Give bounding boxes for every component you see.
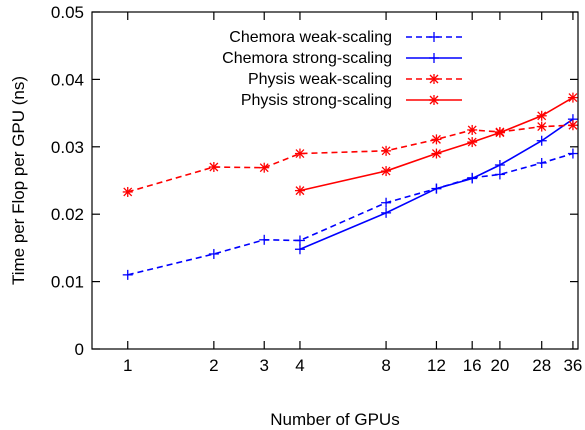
x-tick-label: 8 — [381, 356, 390, 375]
data-point-chemora-weak-scaling — [122, 269, 133, 280]
data-point-chemora-strong-scaling — [381, 207, 392, 218]
data-point-physis-weak-scaling — [536, 121, 547, 132]
legend-label: Chemora strong-scaling — [222, 50, 392, 67]
data-point-physis-strong-scaling — [431, 148, 442, 159]
y-tick-label: 0.04 — [51, 70, 84, 89]
data-point-chemora-weak-scaling — [536, 157, 547, 168]
x-axis-title: Number of GPUs — [270, 410, 399, 429]
data-point-chemora-weak-scaling — [259, 234, 270, 245]
data-point-physis-strong-scaling — [494, 127, 505, 138]
data-point-chemora-weak-scaling — [567, 148, 578, 159]
y-tick-label: 0.05 — [51, 3, 84, 22]
data-point-physis-weak-scaling — [381, 145, 392, 156]
y-tick-label: 0 — [75, 340, 84, 359]
data-point-physis-weak-scaling — [467, 124, 478, 135]
legend-label: Physis weak-scaling — [248, 71, 392, 88]
data-point-physis-weak-scaling — [294, 148, 305, 159]
legend-marker — [429, 74, 439, 84]
axis-ticks — [92, 11, 578, 350]
data-point-chemora-weak-scaling — [381, 197, 392, 208]
data-point-chemora-strong-scaling — [294, 244, 305, 255]
data-point-chemora-strong-scaling — [467, 173, 478, 184]
legend-item: Physis weak-scaling — [248, 71, 462, 88]
x-axis-tick-labels: 1 2 3 4 8 12 16 20 28 36 — [123, 356, 582, 375]
legend: Chemora weak-scaling Chemora strong-scali… — [222, 29, 462, 109]
x-tick-label: 20 — [490, 356, 509, 375]
y-axis-title: Time per Flop per GPU (ns) — [9, 76, 28, 285]
data-point-chemora-weak-scaling — [494, 169, 505, 180]
plot-series — [122, 92, 578, 280]
series-line-chemora-weak-scaling — [127, 152, 574, 276]
data-point-physis-weak-scaling — [431, 134, 442, 145]
y-axis-tick-labels: 0 0.01 0.02 0.03 0.04 0.05 — [51, 3, 84, 359]
data-point-physis-strong-scaling — [536, 110, 547, 121]
legend-item: Chemora weak-scaling — [229, 29, 462, 46]
legend-label: Physis strong-scaling — [241, 92, 392, 109]
data-point-physis-weak-scaling — [259, 162, 270, 173]
y-tick-label: 0.01 — [51, 273, 84, 292]
y-tick-label: 0.03 — [51, 138, 84, 157]
x-tick-label: 36 — [563, 356, 582, 375]
x-tick-label: 16 — [463, 356, 482, 375]
x-tick-label: 2 — [209, 356, 218, 375]
data-point-physis-strong-scaling — [294, 185, 305, 196]
data-point-physis-strong-scaling — [381, 166, 392, 177]
x-tick-label: 3 — [259, 356, 268, 375]
plot-frame — [91, 11, 579, 350]
data-point-physis-weak-scaling — [122, 186, 133, 197]
data-point-physis-weak-scaling — [567, 120, 578, 131]
legend-item: Chemora strong-scaling — [222, 50, 462, 67]
y-tick-label: 0.02 — [51, 205, 84, 224]
data-point-physis-strong-scaling — [567, 92, 578, 103]
x-tick-label: 1 — [123, 356, 132, 375]
legend-marker — [429, 32, 439, 42]
series-line-physis-weak-scaling — [127, 124, 573, 193]
data-point-chemora-weak-scaling — [208, 248, 219, 259]
x-tick-label: 4 — [295, 356, 304, 375]
data-point-physis-strong-scaling — [467, 137, 478, 148]
x-tick-label: 28 — [532, 356, 551, 375]
legend-marker — [429, 53, 439, 63]
data-point-chemora-strong-scaling — [494, 159, 505, 170]
data-point-chemora-strong-scaling — [536, 135, 547, 146]
legend-marker — [429, 95, 439, 105]
data-point-physis-weak-scaling — [208, 162, 219, 173]
data-point-chemora-strong-scaling — [431, 183, 442, 194]
data-point-chemora-weak-scaling — [294, 235, 305, 246]
legend-label: Chemora weak-scaling — [229, 29, 392, 46]
legend-item: Physis strong-scaling — [241, 92, 462, 109]
x-tick-label: 12 — [427, 356, 446, 375]
